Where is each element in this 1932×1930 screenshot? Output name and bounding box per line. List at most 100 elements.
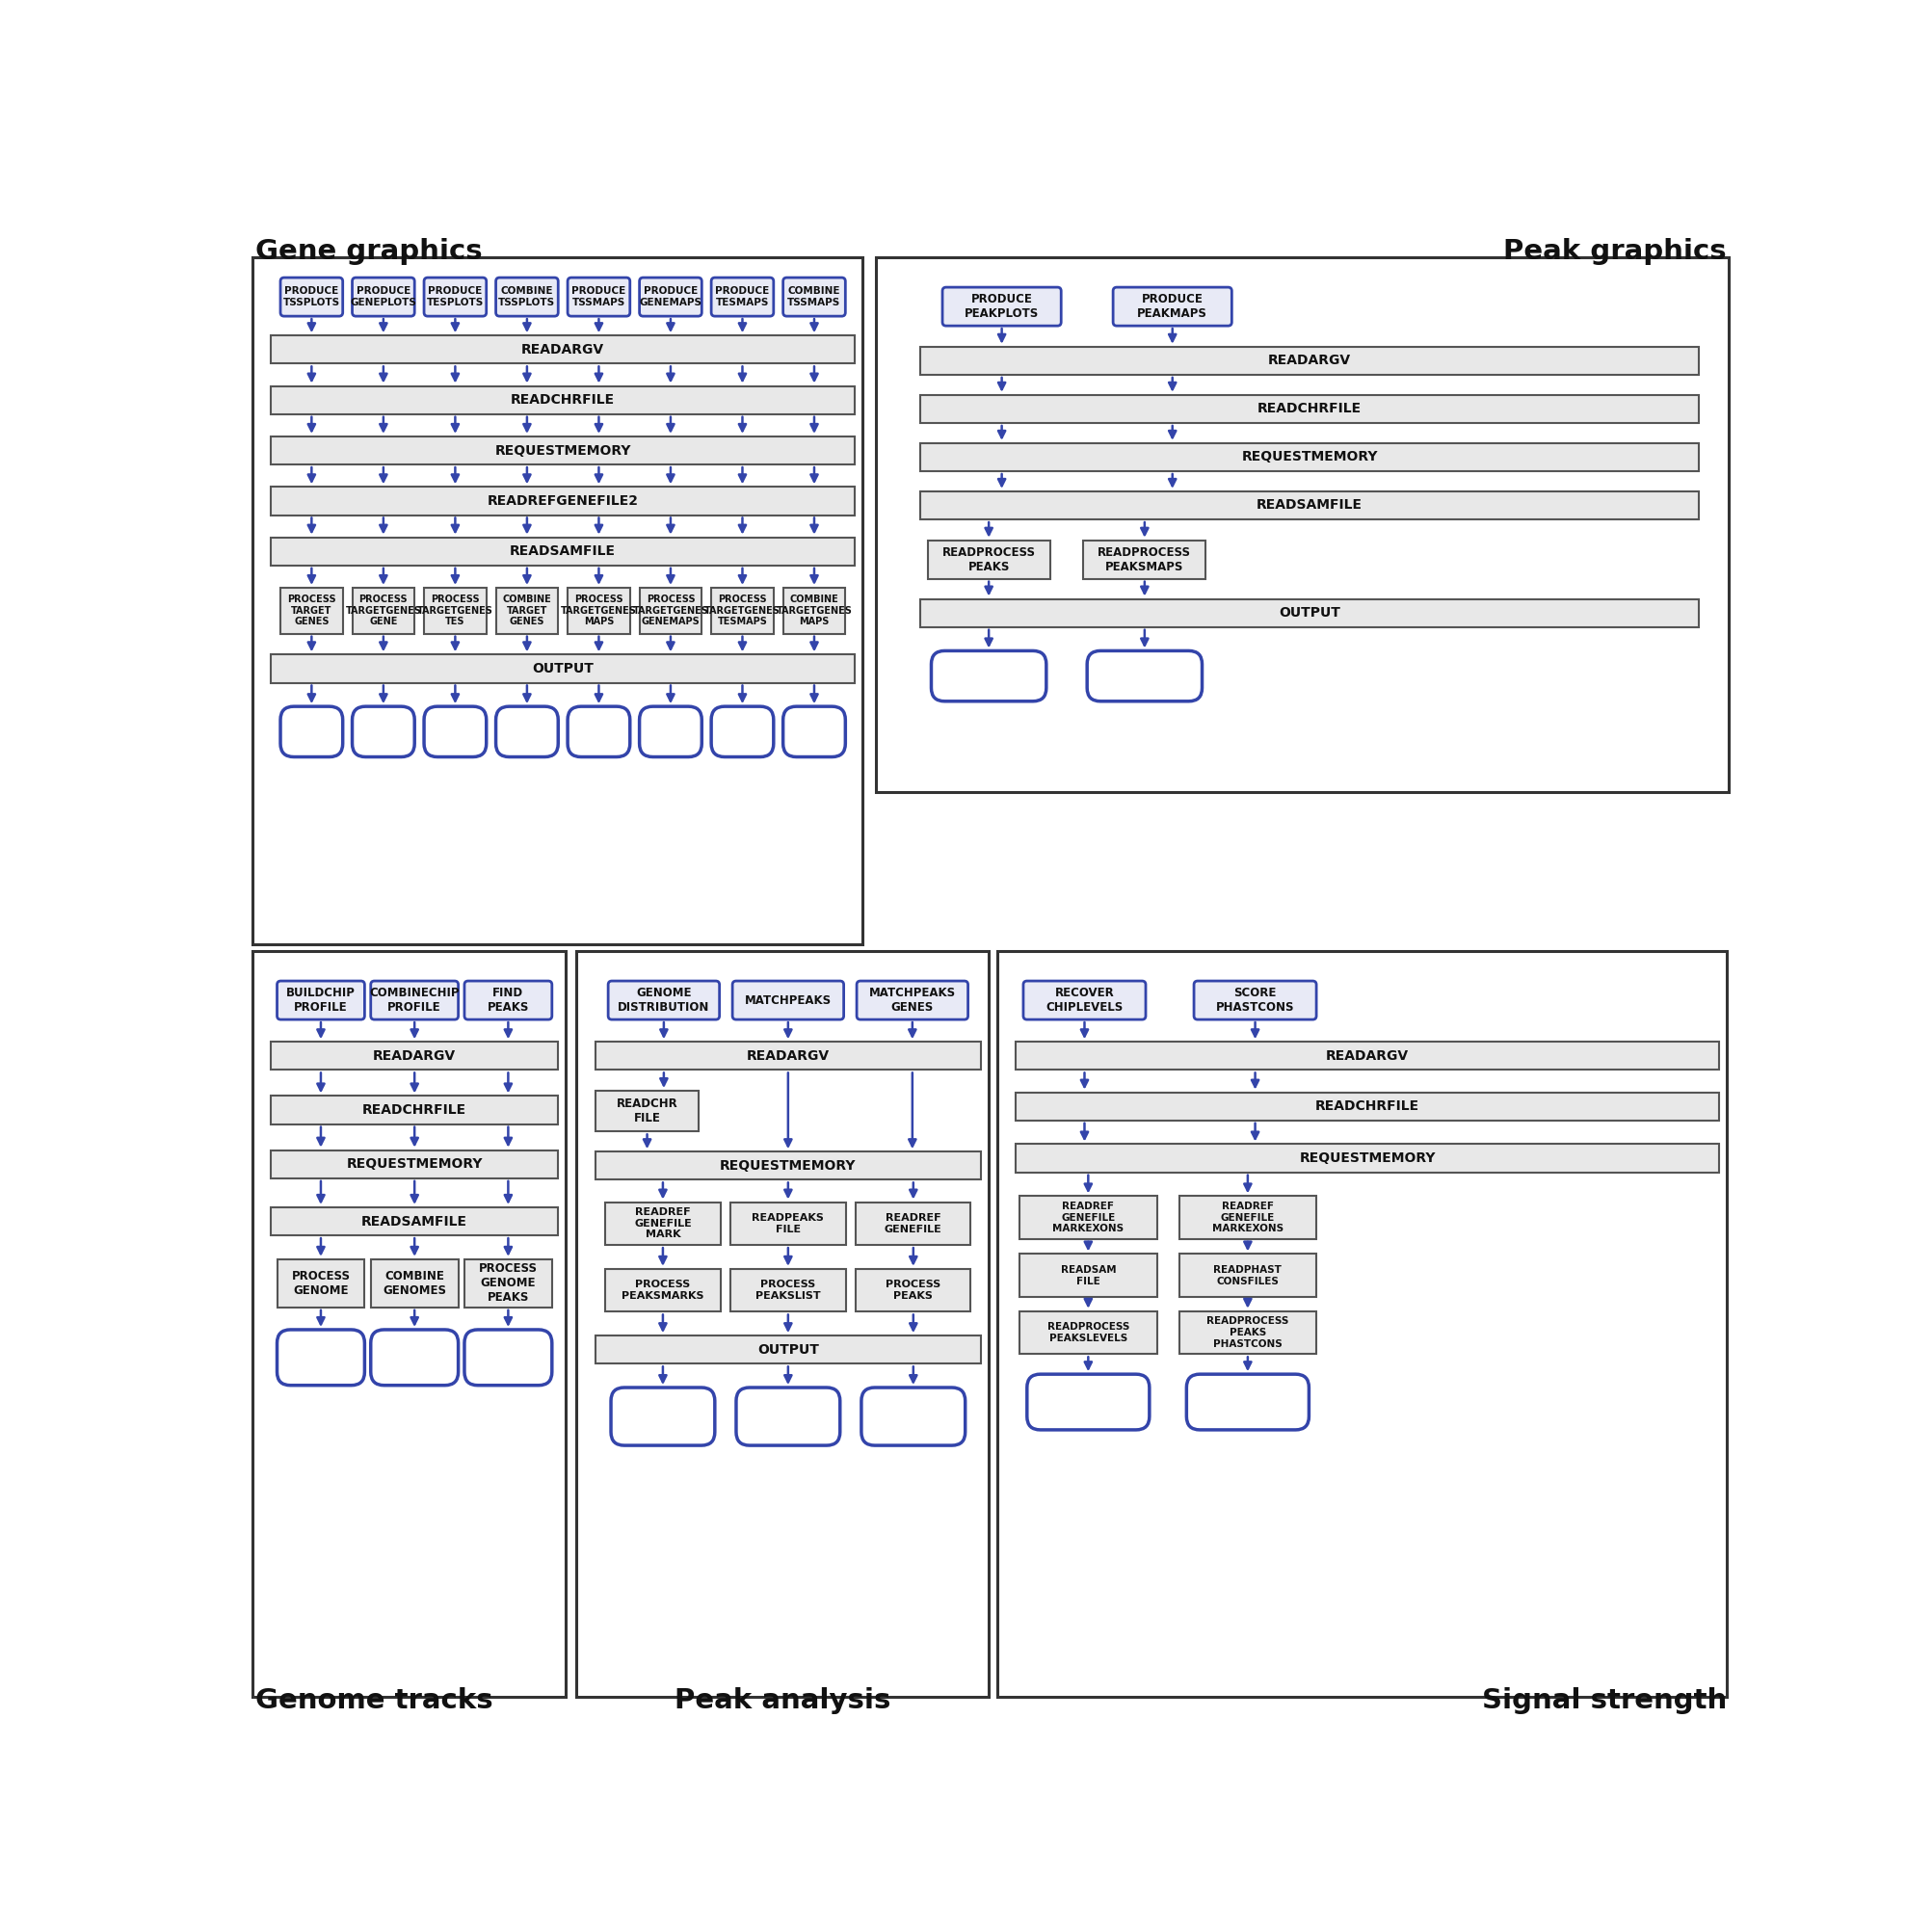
- FancyBboxPatch shape: [782, 278, 844, 317]
- FancyBboxPatch shape: [464, 1330, 553, 1386]
- FancyBboxPatch shape: [270, 386, 854, 415]
- FancyBboxPatch shape: [856, 1268, 970, 1312]
- FancyBboxPatch shape: [1179, 1197, 1316, 1239]
- FancyBboxPatch shape: [875, 257, 1727, 791]
- Text: PRODUCE
TSSMAPS: PRODUCE TSSMAPS: [572, 286, 626, 307]
- Text: COMBINE
TARGETGENES
MAPS: COMBINE TARGETGENES MAPS: [777, 594, 852, 627]
- FancyBboxPatch shape: [276, 1258, 365, 1307]
- FancyBboxPatch shape: [497, 589, 558, 633]
- FancyBboxPatch shape: [927, 540, 1049, 579]
- Text: PROCESS
TARGETGENES
TES: PROCESS TARGETGENES TES: [417, 594, 493, 627]
- FancyBboxPatch shape: [711, 706, 773, 757]
- Text: PROCESS
GENOME: PROCESS GENOME: [292, 1270, 350, 1297]
- FancyBboxPatch shape: [276, 980, 365, 1019]
- Text: READSAMFILE: READSAMFILE: [1256, 498, 1362, 511]
- FancyBboxPatch shape: [464, 980, 553, 1019]
- Text: READSAMFILE: READSAMFILE: [510, 544, 616, 558]
- FancyBboxPatch shape: [920, 444, 1698, 471]
- Text: READCHRFILE: READCHRFILE: [510, 394, 614, 407]
- FancyBboxPatch shape: [732, 980, 842, 1019]
- FancyBboxPatch shape: [639, 589, 701, 633]
- FancyBboxPatch shape: [1016, 1042, 1718, 1069]
- FancyBboxPatch shape: [943, 288, 1061, 326]
- FancyBboxPatch shape: [270, 1150, 558, 1179]
- Text: READREFGENEFILE2: READREFGENEFILE2: [487, 494, 638, 508]
- FancyBboxPatch shape: [352, 589, 413, 633]
- Text: READPROCESS
PEAKS: READPROCESS PEAKS: [941, 546, 1036, 573]
- FancyBboxPatch shape: [605, 1202, 721, 1245]
- FancyBboxPatch shape: [352, 706, 413, 757]
- Text: REQUESTMEMORY: REQUESTMEMORY: [1240, 450, 1378, 463]
- FancyBboxPatch shape: [270, 436, 854, 465]
- FancyBboxPatch shape: [1016, 1092, 1718, 1121]
- Text: COMBINECHIP
PROFILE: COMBINECHIP PROFILE: [369, 986, 460, 1013]
- FancyBboxPatch shape: [1016, 1144, 1718, 1172]
- Text: PRODUCE
PEAKPLOTS: PRODUCE PEAKPLOTS: [964, 293, 1039, 320]
- FancyBboxPatch shape: [856, 980, 968, 1019]
- FancyBboxPatch shape: [276, 1330, 365, 1386]
- FancyBboxPatch shape: [1018, 1254, 1155, 1297]
- FancyBboxPatch shape: [371, 1330, 458, 1386]
- Text: PRODUCE
TSSPLOTS: PRODUCE TSSPLOTS: [282, 286, 340, 307]
- FancyBboxPatch shape: [423, 589, 487, 633]
- Text: READSAM
FILE: READSAM FILE: [1061, 1264, 1115, 1285]
- FancyBboxPatch shape: [423, 278, 487, 317]
- Text: READPROCESS
PEAKSLEVELS: READPROCESS PEAKSLEVELS: [1047, 1322, 1128, 1343]
- Text: READCHRFILE: READCHRFILE: [1316, 1100, 1418, 1114]
- Text: BUILDCHIP
PROFILE: BUILDCHIP PROFILE: [286, 986, 355, 1013]
- FancyBboxPatch shape: [736, 1388, 840, 1446]
- FancyBboxPatch shape: [605, 1268, 721, 1312]
- FancyBboxPatch shape: [270, 537, 854, 565]
- Text: MATCHPEAKS
GENES: MATCHPEAKS GENES: [869, 986, 954, 1013]
- FancyBboxPatch shape: [464, 1258, 553, 1307]
- Text: RECOVER
CHIPLEVELS: RECOVER CHIPLEVELS: [1045, 986, 1122, 1013]
- FancyBboxPatch shape: [639, 278, 701, 317]
- Text: PROCESS
PEAKS: PROCESS PEAKS: [885, 1280, 941, 1301]
- Text: READARGV: READARGV: [1267, 353, 1350, 367]
- Text: Peak analysis: Peak analysis: [674, 1687, 891, 1714]
- FancyBboxPatch shape: [423, 706, 487, 757]
- Text: READCHR
FILE: READCHR FILE: [616, 1098, 678, 1125]
- Text: PROCESS
TARGETGENES
GENE: PROCESS TARGETGENES GENE: [346, 594, 421, 627]
- Text: PROCESS
TARGETGENES
TESMAPS: PROCESS TARGETGENES TESMAPS: [703, 594, 781, 627]
- FancyBboxPatch shape: [595, 1152, 981, 1179]
- Text: READARGV: READARGV: [1325, 1050, 1408, 1063]
- FancyBboxPatch shape: [1179, 1254, 1316, 1297]
- Text: Genome tracks: Genome tracks: [255, 1687, 493, 1714]
- FancyBboxPatch shape: [711, 278, 773, 317]
- Text: READPROCESS
PEAKS
PHASTCONS: READPROCESS PEAKS PHASTCONS: [1206, 1316, 1289, 1349]
- Text: READARGV: READARGV: [746, 1050, 829, 1063]
- FancyBboxPatch shape: [711, 589, 773, 633]
- FancyBboxPatch shape: [371, 1258, 458, 1307]
- Text: PROCESS
PEAKSLIST: PROCESS PEAKSLIST: [755, 1280, 821, 1301]
- Text: REQUESTMEMORY: REQUESTMEMORY: [1298, 1152, 1435, 1166]
- Text: PROCESS
GENOME
PEAKS: PROCESS GENOME PEAKS: [479, 1262, 537, 1305]
- FancyBboxPatch shape: [595, 1336, 981, 1365]
- FancyBboxPatch shape: [1194, 980, 1316, 1019]
- FancyBboxPatch shape: [253, 951, 566, 1696]
- FancyBboxPatch shape: [270, 1096, 558, 1123]
- FancyBboxPatch shape: [497, 278, 558, 317]
- FancyBboxPatch shape: [253, 257, 862, 944]
- Text: READPROCESS
PEAKSMAPS: READPROCESS PEAKSMAPS: [1097, 546, 1190, 573]
- FancyBboxPatch shape: [611, 1388, 715, 1446]
- Text: SCORE
PHASTCONS: SCORE PHASTCONS: [1215, 986, 1294, 1013]
- FancyBboxPatch shape: [920, 396, 1698, 423]
- FancyBboxPatch shape: [595, 1042, 981, 1069]
- FancyBboxPatch shape: [782, 706, 844, 757]
- Text: OUTPUT: OUTPUT: [757, 1343, 819, 1357]
- Text: PROCESS
PEAKSMARKS: PROCESS PEAKSMARKS: [622, 1280, 703, 1301]
- FancyBboxPatch shape: [280, 589, 342, 633]
- Text: READSAMFILE: READSAMFILE: [361, 1214, 468, 1227]
- FancyBboxPatch shape: [595, 1090, 699, 1131]
- FancyBboxPatch shape: [568, 278, 630, 317]
- FancyBboxPatch shape: [270, 654, 854, 683]
- Text: OUTPUT: OUTPUT: [1279, 606, 1339, 620]
- FancyBboxPatch shape: [352, 278, 413, 317]
- FancyBboxPatch shape: [782, 589, 844, 633]
- FancyBboxPatch shape: [576, 951, 987, 1696]
- Text: PROCESS
TARGETGENES
MAPS: PROCESS TARGETGENES MAPS: [560, 594, 636, 627]
- FancyBboxPatch shape: [931, 650, 1045, 701]
- FancyBboxPatch shape: [280, 706, 342, 757]
- FancyBboxPatch shape: [1082, 540, 1206, 579]
